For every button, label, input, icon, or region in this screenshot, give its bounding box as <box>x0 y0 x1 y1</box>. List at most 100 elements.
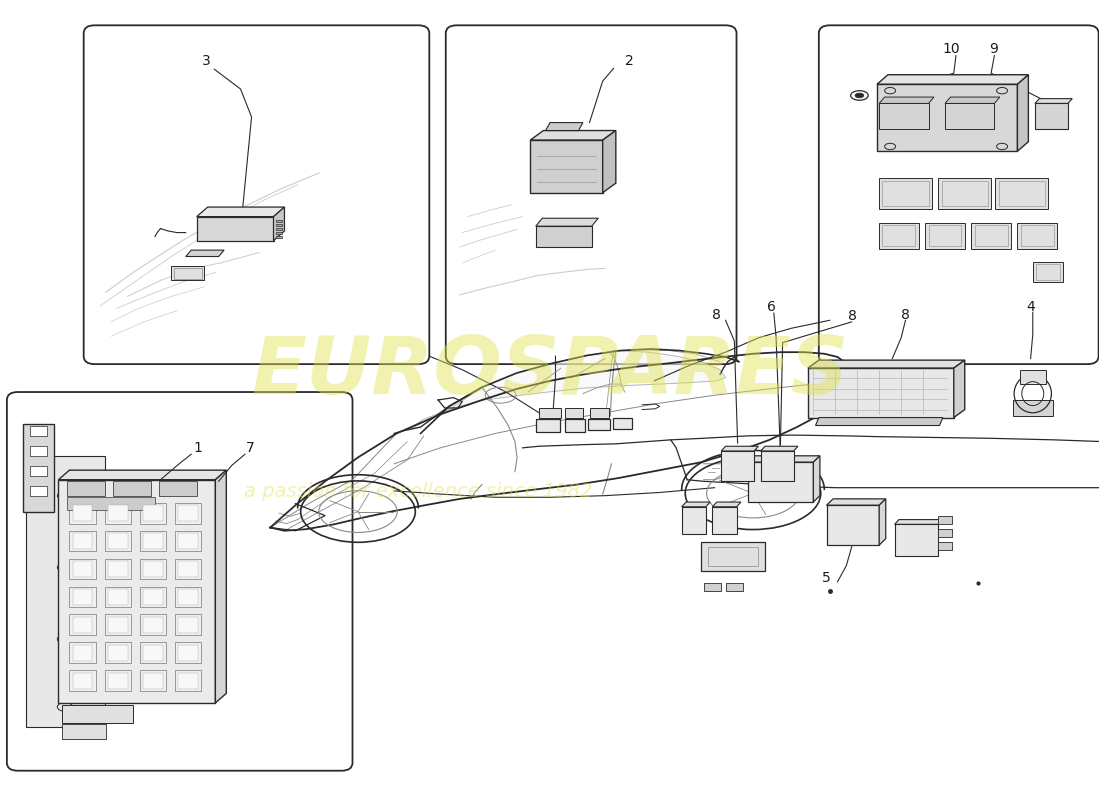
Bar <box>140 670 166 691</box>
Polygon shape <box>761 446 798 451</box>
Bar <box>590 408 609 418</box>
Bar <box>140 503 166 523</box>
Ellipse shape <box>855 93 864 98</box>
Polygon shape <box>945 97 1000 103</box>
Bar <box>996 178 1048 209</box>
Polygon shape <box>58 470 227 480</box>
Bar <box>69 642 96 663</box>
Text: 9: 9 <box>989 42 998 56</box>
Bar <box>175 670 201 691</box>
Bar <box>565 419 585 432</box>
Bar <box>30 446 47 456</box>
Polygon shape <box>807 360 965 368</box>
Bar <box>938 542 952 550</box>
Bar <box>143 645 163 661</box>
Text: 1: 1 <box>194 441 202 455</box>
Polygon shape <box>603 130 616 193</box>
Bar <box>73 506 92 521</box>
Polygon shape <box>274 207 285 241</box>
Bar <box>143 589 163 605</box>
Text: 3: 3 <box>202 54 211 68</box>
Polygon shape <box>879 103 928 129</box>
Bar <box>113 482 151 496</box>
Bar <box>882 226 915 246</box>
Bar <box>62 706 133 723</box>
Text: 2: 2 <box>625 54 634 68</box>
Bar <box>104 670 131 691</box>
Bar <box>104 586 131 607</box>
Polygon shape <box>722 451 755 482</box>
Bar <box>143 561 163 577</box>
Bar <box>108 617 128 633</box>
Bar <box>178 533 198 549</box>
Polygon shape <box>748 462 813 502</box>
Bar <box>108 645 128 661</box>
Polygon shape <box>682 502 711 507</box>
Bar <box>726 583 744 591</box>
Polygon shape <box>407 350 726 430</box>
Bar <box>108 506 128 521</box>
Bar <box>25 456 104 727</box>
Bar <box>1020 370 1046 384</box>
Bar <box>140 558 166 579</box>
Bar <box>30 426 47 436</box>
Bar <box>178 506 198 521</box>
Bar <box>73 645 92 661</box>
Bar <box>975 226 1008 246</box>
Bar <box>30 466 47 476</box>
Bar <box>879 178 932 209</box>
Bar <box>1013 400 1053 416</box>
Bar <box>175 558 201 579</box>
Text: 6: 6 <box>767 300 777 314</box>
Bar <box>73 673 92 689</box>
Polygon shape <box>546 122 583 130</box>
Bar <box>175 614 201 635</box>
Bar <box>160 482 197 496</box>
Bar <box>73 561 92 577</box>
Polygon shape <box>815 418 943 426</box>
Text: a passion for excellence since 1982: a passion for excellence since 1982 <box>244 482 593 501</box>
Text: 5: 5 <box>822 570 830 585</box>
Bar <box>73 617 92 633</box>
Bar <box>276 224 283 226</box>
Bar <box>73 533 92 549</box>
Bar <box>143 617 163 633</box>
Text: 8: 8 <box>901 308 910 322</box>
Bar <box>73 589 92 605</box>
Polygon shape <box>877 84 1018 151</box>
Bar <box>971 223 1011 249</box>
Polygon shape <box>536 226 592 247</box>
Bar <box>140 614 166 635</box>
Bar <box>276 220 283 222</box>
Bar <box>704 583 722 591</box>
Bar <box>536 419 560 432</box>
Polygon shape <box>761 451 793 482</box>
Bar <box>30 486 47 496</box>
Bar <box>708 546 759 566</box>
Bar <box>69 503 96 523</box>
Bar <box>276 228 283 230</box>
Polygon shape <box>1035 103 1068 129</box>
Bar <box>178 645 198 661</box>
Polygon shape <box>682 507 706 534</box>
Text: 8: 8 <box>848 310 857 323</box>
Polygon shape <box>894 524 938 556</box>
Polygon shape <box>23 424 54 512</box>
Bar <box>999 181 1045 206</box>
Bar <box>67 498 155 510</box>
Bar <box>1021 226 1054 246</box>
Bar <box>178 589 198 605</box>
Polygon shape <box>536 218 598 226</box>
Polygon shape <box>954 360 965 418</box>
Bar <box>565 408 583 418</box>
Polygon shape <box>197 217 274 241</box>
Bar <box>108 561 128 577</box>
Bar <box>104 614 131 635</box>
Bar <box>938 516 952 524</box>
Bar <box>702 542 766 570</box>
Bar <box>108 533 128 549</box>
Polygon shape <box>945 103 994 129</box>
Bar <box>69 670 96 691</box>
Bar <box>928 226 961 246</box>
Polygon shape <box>197 207 285 217</box>
